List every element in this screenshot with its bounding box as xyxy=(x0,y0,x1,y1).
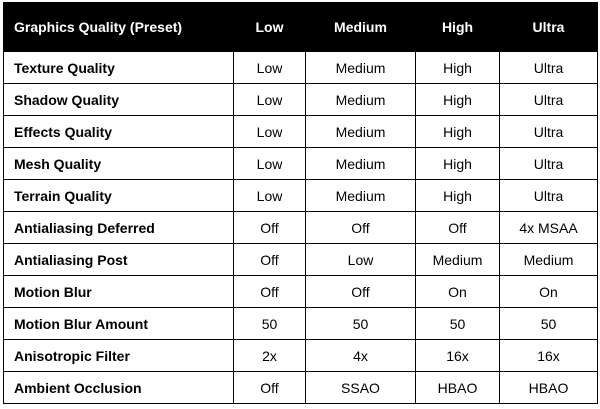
cell-ultra: HBAO xyxy=(499,371,598,404)
cell-high: High xyxy=(415,147,500,180)
header-medium-column: Medium xyxy=(305,2,416,52)
cell-low: Low xyxy=(233,83,306,116)
row-label: Motion Blur Amount xyxy=(3,307,234,340)
row-label: Anisotropic Filter xyxy=(3,339,234,372)
cell-ultra: Ultra xyxy=(499,179,598,212)
cell-ultra: On xyxy=(499,275,598,308)
row-label: Antialiasing Post xyxy=(3,243,234,276)
row-label: Antialiasing Deferred xyxy=(3,211,234,244)
table-row: Ambient Occlusion Off SSAO HBAO HBAO xyxy=(3,371,598,404)
cell-ultra: Ultra xyxy=(499,83,598,116)
graphics-preset-table: Graphics Quality (Preset) Low Medium Hig… xyxy=(3,2,598,404)
cell-low: 2x xyxy=(233,339,306,372)
cell-medium: Off xyxy=(305,275,416,308)
cell-low: Off xyxy=(233,211,306,244)
row-label: Texture Quality xyxy=(3,51,234,84)
header-setting-column: Graphics Quality (Preset) xyxy=(3,2,234,52)
table-row: Effects Quality Low Medium High Ultra xyxy=(3,115,598,148)
table-row: Antialiasing Post Off Low Medium Medium xyxy=(3,243,598,276)
table-row: Mesh Quality Low Medium High Ultra xyxy=(3,147,598,180)
cell-high: High xyxy=(415,179,500,212)
table-row: Shadow Quality Low Medium High Ultra xyxy=(3,83,598,116)
table-body: Texture Quality Low Medium High Ultra Sh… xyxy=(3,51,598,404)
cell-medium: 4x xyxy=(305,339,416,372)
cell-low: Off xyxy=(233,275,306,308)
header-low-column: Low xyxy=(233,2,306,52)
graphics-preset-table-container: Graphics Quality (Preset) Low Medium Hig… xyxy=(3,2,598,407)
cell-high: 50 xyxy=(415,307,500,340)
cell-medium: Medium xyxy=(305,179,416,212)
cell-ultra: Medium xyxy=(499,243,598,276)
cell-ultra: Ultra xyxy=(499,51,598,84)
cell-medium: Off xyxy=(305,211,416,244)
table-row: Antialiasing Deferred Off Off Off 4x MSA… xyxy=(3,211,598,244)
cell-ultra: Ultra xyxy=(499,147,598,180)
table-row: Anisotropic Filter 2x 4x 16x 16x xyxy=(3,339,598,372)
table-row: Terrain Quality Low Medium High Ultra xyxy=(3,179,598,212)
cell-high: High xyxy=(415,51,500,84)
row-label: Effects Quality xyxy=(3,115,234,148)
header-high-column: High xyxy=(415,2,500,52)
cell-high: High xyxy=(415,83,500,116)
cell-high: HBAO xyxy=(415,371,500,404)
table-row: Texture Quality Low Medium High Ultra xyxy=(3,51,598,84)
cell-medium: 50 xyxy=(305,307,416,340)
cell-medium: Low xyxy=(305,243,416,276)
row-label: Motion Blur xyxy=(3,275,234,308)
table-row: Motion Blur Amount 50 50 50 50 xyxy=(3,307,598,340)
row-label: Shadow Quality xyxy=(3,83,234,116)
cell-medium: Medium xyxy=(305,147,416,180)
cell-medium: Medium xyxy=(305,51,416,84)
cell-ultra: 16x xyxy=(499,339,598,372)
cell-low: Off xyxy=(233,371,306,404)
cell-ultra: 4x MSAA xyxy=(499,211,598,244)
cell-high: High xyxy=(415,115,500,148)
header-row: Graphics Quality (Preset) Low Medium Hig… xyxy=(3,2,598,52)
cell-low: Low xyxy=(233,115,306,148)
row-label: Ambient Occlusion xyxy=(3,371,234,404)
cell-low: Low xyxy=(233,179,306,212)
header-ultra-column: Ultra xyxy=(499,2,598,52)
cell-high: Medium xyxy=(415,243,500,276)
cell-high: Off xyxy=(415,211,500,244)
table-header: Graphics Quality (Preset) Low Medium Hig… xyxy=(3,2,598,52)
cell-medium: Medium xyxy=(305,115,416,148)
cell-ultra: 50 xyxy=(499,307,598,340)
cell-low: Low xyxy=(233,51,306,84)
row-label: Mesh Quality xyxy=(3,147,234,180)
cell-ultra: Ultra xyxy=(499,115,598,148)
cell-high: On xyxy=(415,275,500,308)
cell-medium: SSAO xyxy=(305,371,416,404)
cell-low: 50 xyxy=(233,307,306,340)
cell-low: Low xyxy=(233,147,306,180)
table-row: Motion Blur Off Off On On xyxy=(3,275,598,308)
cell-medium: Medium xyxy=(305,83,416,116)
row-label: Terrain Quality xyxy=(3,179,234,212)
cell-low: Off xyxy=(233,243,306,276)
cell-high: 16x xyxy=(415,339,500,372)
